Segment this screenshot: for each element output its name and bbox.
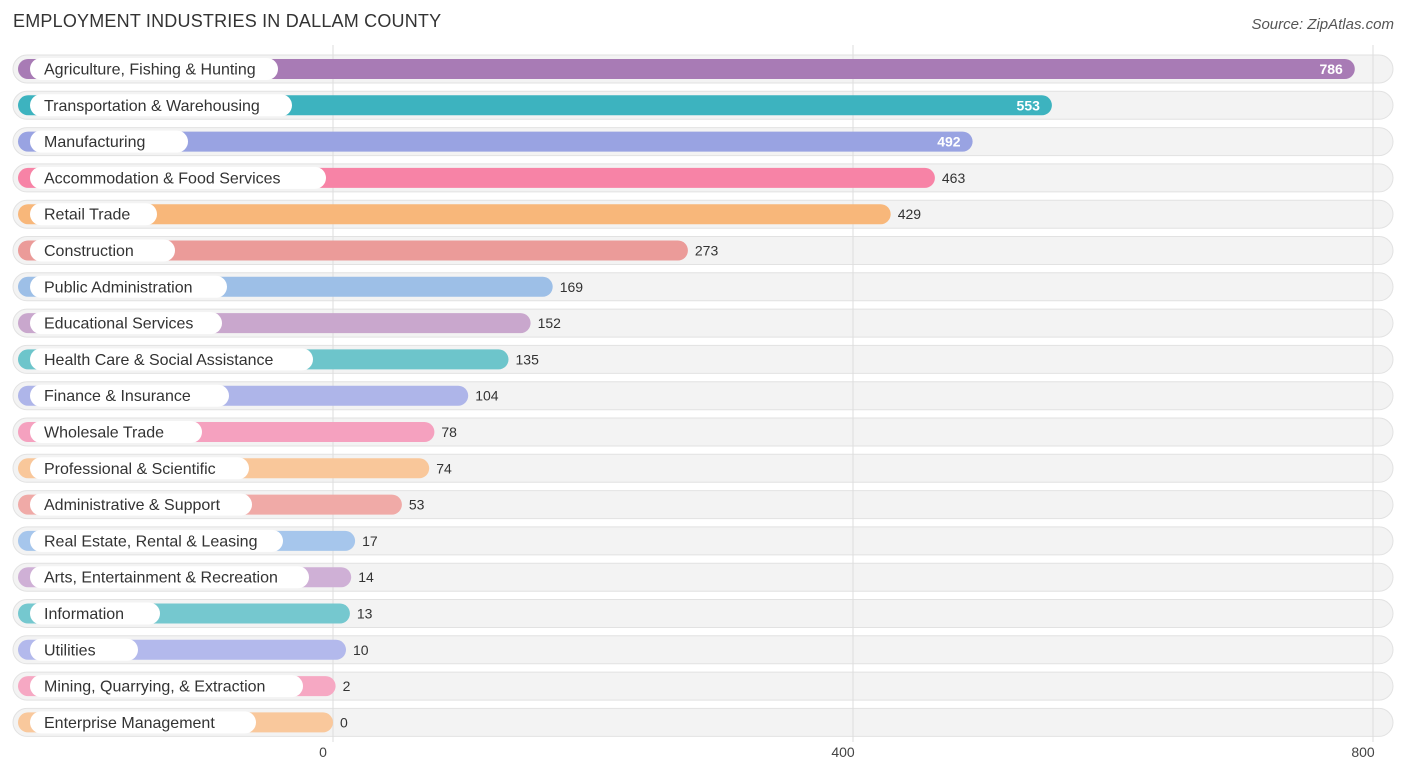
bar-label-pill	[30, 275, 227, 298]
bar-label-pill	[30, 457, 249, 480]
bar-value: 169	[560, 279, 584, 295]
bar-label: Accommodation & Food Services	[44, 170, 281, 187]
bar-value: 492	[937, 134, 961, 150]
bar-label: Finance & Insurance	[44, 388, 191, 405]
row-track	[12, 671, 1394, 701]
row-track	[12, 707, 1394, 737]
bar-value: 429	[898, 206, 922, 222]
bar-label: Transportation & Warehousing	[44, 98, 260, 115]
bar-label-pill	[30, 94, 292, 117]
bar-label-pill	[30, 203, 157, 226]
bar-value: 2	[343, 678, 351, 694]
bar-label: Educational Services	[44, 316, 193, 333]
bar-value: 13	[357, 606, 373, 622]
bar-label: Utilities	[44, 642, 96, 659]
x-tick-label: 0	[319, 744, 327, 760]
bar-label-pill	[30, 58, 278, 80]
bar-label-pill	[30, 348, 313, 371]
bar-label: Real Estate, Rental & Leasing	[44, 533, 257, 550]
bar-value: 553	[1017, 97, 1041, 113]
bar-label: Health Care & Social Assistance	[44, 352, 274, 369]
bar-label: Retail Trade	[44, 207, 130, 224]
bar-label-pill	[30, 239, 175, 262]
bar-label: Wholesale Trade	[44, 425, 164, 442]
row-track	[12, 599, 1394, 628]
bar-label: Administrative & Support	[44, 497, 221, 514]
row-track	[12, 562, 1394, 592]
bar-value: 78	[441, 424, 457, 440]
x-tick-label: 400	[831, 744, 855, 760]
bar-label-pill	[30, 384, 229, 407]
bar-label: Mining, Quarrying, & Extraction	[44, 679, 265, 696]
bar-value: 14	[358, 569, 374, 585]
bar-label-pill	[30, 675, 303, 698]
bar-value: 104	[475, 388, 499, 404]
bar-label: Public Administration	[44, 279, 193, 296]
bar-label: Enterprise Management	[44, 715, 215, 732]
bar-label-pill	[30, 421, 202, 443]
source-note: Source: ZipAtlas.com	[1251, 16, 1394, 33]
row-track	[12, 526, 1394, 556]
bar-label-pill	[30, 638, 138, 661]
bar-value: 17	[362, 533, 378, 549]
bar-label-pill	[30, 529, 283, 552]
bar-value: 10	[353, 642, 369, 658]
bar-value: 53	[409, 497, 425, 513]
bar-label: Agriculture, Fishing & Hunting	[44, 62, 256, 79]
bar	[18, 204, 891, 225]
bar-label: Manufacturing	[44, 134, 145, 151]
x-axis-ticks: 0 400 800	[319, 744, 1375, 760]
bars: Agriculture, Fishing & Hunting 786 Transpo…	[18, 58, 1355, 734]
bar-value: 0	[340, 714, 348, 730]
bar-label-pill	[30, 566, 309, 589]
x-tick-label: 800	[1351, 744, 1375, 760]
bar-label-pill	[30, 493, 252, 516]
bar-label-pill	[30, 711, 256, 734]
bar-label-pill	[30, 130, 188, 153]
row-track	[12, 635, 1394, 665]
bar-value: 463	[942, 170, 966, 186]
bar-label: Professional & Scientific	[44, 461, 216, 478]
bar	[18, 59, 1355, 79]
bar	[18, 131, 973, 152]
bar-value: 273	[695, 243, 719, 259]
bar-value: 135	[516, 351, 540, 367]
bar-label: Arts, Entertainment & Recreation	[44, 570, 278, 587]
bar-label-pill	[30, 312, 222, 335]
chart-title: EMPLOYMENT INDUSTRIES IN DALLAM COUNTY	[13, 11, 442, 31]
bar-label: Construction	[44, 243, 134, 260]
bar	[18, 240, 688, 261]
bar-label-pill	[30, 166, 326, 189]
bar-value: 786	[1319, 61, 1343, 77]
bar-label: Information	[44, 606, 124, 623]
bar-label-pill	[30, 602, 160, 625]
bar-value: 74	[436, 460, 452, 476]
bar-value: 152	[538, 315, 562, 331]
